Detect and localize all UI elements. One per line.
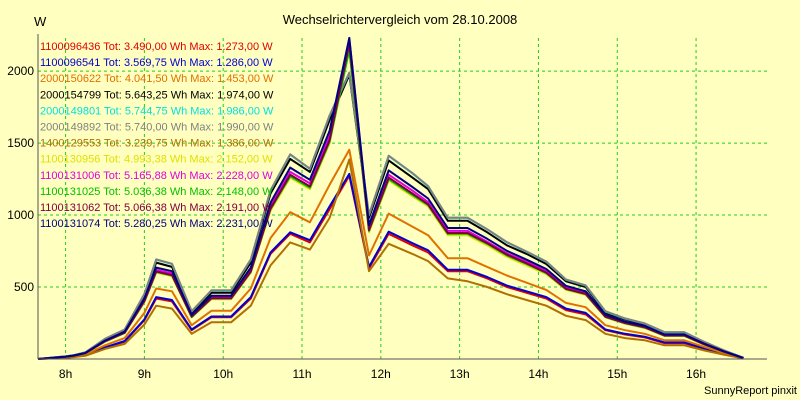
x-tick-label: 16h — [686, 367, 706, 381]
series-line-2000149892 — [37, 71, 744, 360]
legend-entry-1100131062: 1100131062 Tot: 5.066,38 Wh Max: 2.191,0… — [40, 202, 273, 214]
legend-entry-2000149801: 2000149801 Tot: 5.744,75 Wh Max: 1.986,0… — [40, 105, 274, 117]
y-tick-label: 500 — [14, 280, 34, 294]
series-line-2000150622 — [37, 148, 744, 360]
x-tick-label: 14h — [528, 367, 548, 381]
legend-entry-1400129553: 1400129553 Tot: 3.239,75 Wh Max: 1.386,0… — [40, 138, 274, 150]
legend-entry-2000149892: 2000149892 Tot: 5.740,00 Wh Max: 1.990,0… — [40, 122, 274, 134]
legend-entry-1100130956: 1100130956 Tot: 4.993,38 Wh Max: 2.152,0… — [40, 154, 273, 166]
legend-entry-1100131006: 1100131006 Tot: 5.165,88 Wh Max: 2.228,0… — [40, 170, 273, 182]
legend-entry-1100096436: 1100096436 Tot: 3.490,00 Wh Max: 1.273,0… — [40, 41, 273, 53]
series-line-1100096541 — [37, 172, 744, 360]
y-tick-label: 1000 — [7, 208, 34, 222]
x-tick-label: 9h — [138, 367, 151, 381]
legend-entry-1100131025: 1100131025 Tot: 5.036,38 Wh Max: 2.148,0… — [40, 186, 273, 198]
x-tick-label: 10h — [213, 367, 233, 381]
legend-entry-2000154799: 2000154799 Tot: 5.643,25 Wh Max: 1.974,0… — [40, 89, 274, 101]
x-tick-label: 13h — [450, 367, 470, 381]
x-tick-label: 15h — [607, 367, 627, 381]
y-tick-label: 1500 — [7, 136, 34, 150]
series-lines — [37, 36, 744, 360]
chart-title: Wechselrichtervergleich vom 28.10.2008 — [283, 12, 518, 27]
legend-entry-1100131074: 1100131074 Tot: 5.280,25 Wh Max: 2.231,0… — [40, 218, 273, 230]
x-tick-label: 8h — [59, 367, 72, 381]
x-tick-label: 11h — [292, 367, 311, 381]
y-tick-label: 2000 — [7, 64, 34, 78]
legend-entry-1100096541: 1100096541 Tot: 3.569,75 Wh Max: 1.286,0… — [40, 57, 273, 69]
series-line-1100131074 — [37, 36, 744, 360]
series-line-1400129553 — [37, 158, 744, 360]
x-tick-label: 12h — [371, 367, 391, 381]
footer-credit: SunnyReport pinxit — [704, 385, 797, 397]
legend: 1100096436 Tot: 3.490,00 Wh Max: 1.273,0… — [40, 41, 274, 230]
series-line-1100131062 — [37, 42, 744, 360]
y-axis-label: W — [34, 14, 47, 29]
legend-entry-2000150622: 2000150622 Tot: 4.041,50 Wh Max: 1.453,0… — [40, 73, 274, 85]
axes: 500 1000 1500 2000 8h 9h 10h 11h 12h 13h 14h 15h 16h — [7, 34, 767, 381]
grid — [38, 38, 767, 359]
